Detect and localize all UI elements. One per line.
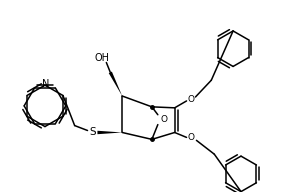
Polygon shape	[98, 131, 122, 134]
Polygon shape	[109, 72, 122, 96]
Text: S: S	[89, 127, 96, 137]
Text: O: O	[160, 115, 167, 124]
Text: OH: OH	[95, 52, 110, 63]
Text: O: O	[188, 96, 195, 104]
Text: O: O	[188, 133, 195, 142]
Text: N: N	[42, 79, 50, 89]
